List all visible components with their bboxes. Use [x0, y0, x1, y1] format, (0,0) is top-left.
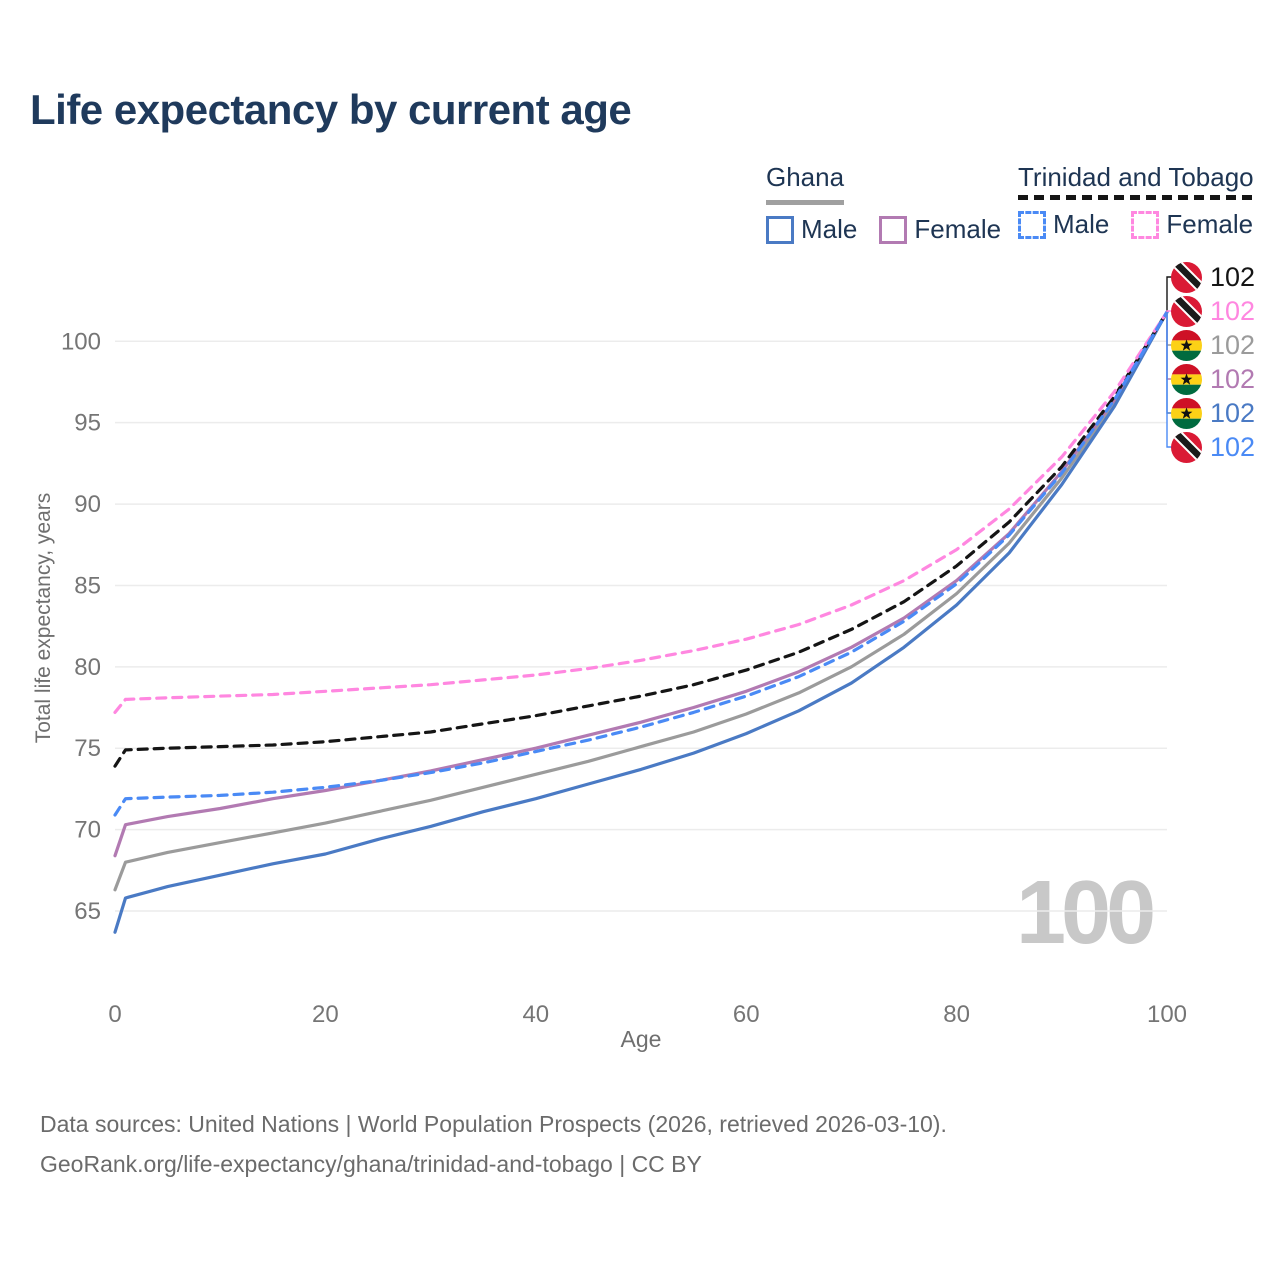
legend-group-ghana: Ghana Male Female [766, 162, 1001, 245]
y-tick-label-65: 65 [74, 898, 101, 925]
series-line-ghana-all [113, 310, 1169, 892]
legend-items-trinidad-and-tobago: Male Female [1018, 209, 1254, 240]
y-tick-label-90: 90 [74, 491, 101, 518]
leader-line-1 [1166, 310, 1172, 312]
ghana-male-swatch-icon [766, 215, 794, 244]
leader-line-0 [1166, 276, 1172, 312]
y-tick-label-100: 100 [61, 328, 101, 355]
axis-tick-labels: 65 70 75 80 85 90 95 100 0 20 40 60 80 100 [61, 328, 1187, 1028]
legend-group-trinidad-and-tobago: Trinidad and Tobago Male Female [1018, 162, 1254, 240]
series-line-trinidad-and-tobago-male [113, 310, 1169, 817]
age-watermark: 100 [1016, 863, 1156, 963]
x-tick-label-20: 20 [312, 1001, 339, 1028]
leader-line-4 [1166, 312, 1172, 414]
x-tick-label-0: 0 [108, 1001, 121, 1028]
y-tick-label-95: 95 [74, 410, 101, 437]
tt-male-swatch-icon [1018, 210, 1046, 239]
y-axis-title: Total life expectancy, years [32, 492, 55, 744]
x-tick-label-40: 40 [522, 1001, 549, 1028]
legend-items-ghana: Male Female [766, 214, 1001, 245]
leader-lines [1166, 276, 1172, 448]
legend-header-trinidad-and-tobago[interactable]: Trinidad and Tobago [1018, 162, 1254, 200]
y-tick-label-85: 85 [74, 572, 101, 599]
x-tick-label-100: 100 [1147, 1001, 1187, 1028]
legend-label-tt-female: Female [1166, 209, 1254, 239]
x-tick-label-60: 60 [733, 1001, 760, 1028]
tt-female-swatch-icon [1131, 210, 1160, 239]
legend-item-tt-male[interactable]: Male [1018, 209, 1109, 240]
y-tick-label-70: 70 [74, 817, 101, 844]
legend-item-tt-female[interactable]: Female [1131, 209, 1253, 240]
gridlines [115, 340, 1167, 912]
footer: Data sources: United Nations | World Pop… [40, 1104, 947, 1184]
y-tick-label-80: 80 [74, 654, 101, 681]
data-sources-text: Data sources: United Nations | World Pop… [40, 1111, 947, 1137]
ghana-female-swatch-icon [879, 215, 908, 244]
series-line-trinidad-and-tobago-female [113, 310, 1169, 715]
x-axis-title: Age [620, 1026, 662, 1052]
series-line-trinidad-and-tobago-all [113, 310, 1169, 768]
leader-line-2 [1166, 312, 1172, 346]
attribution-text: GeoRank.org/life-expectancy/ghana/trinid… [40, 1151, 702, 1177]
y-tick-label-75: 75 [74, 735, 101, 762]
legend-item-ghana-male[interactable]: Male [766, 214, 857, 245]
page-title: Life expectancy by current age [30, 86, 632, 133]
legend-label-tt-male: Male [1053, 209, 1110, 239]
leader-line-5 [1166, 312, 1172, 448]
series-line-ghana-female [113, 310, 1169, 858]
legend-label-ghana-male: Male [801, 214, 858, 244]
legend-item-ghana-female[interactable]: Female [879, 214, 1001, 245]
series-line-ghana-male [113, 310, 1169, 934]
x-tick-label-80: 80 [943, 1001, 970, 1028]
series-lines [113, 310, 1169, 934]
legend-header-ghana[interactable]: Ghana [766, 162, 845, 205]
legend-label-ghana-female: Female [914, 214, 1002, 244]
